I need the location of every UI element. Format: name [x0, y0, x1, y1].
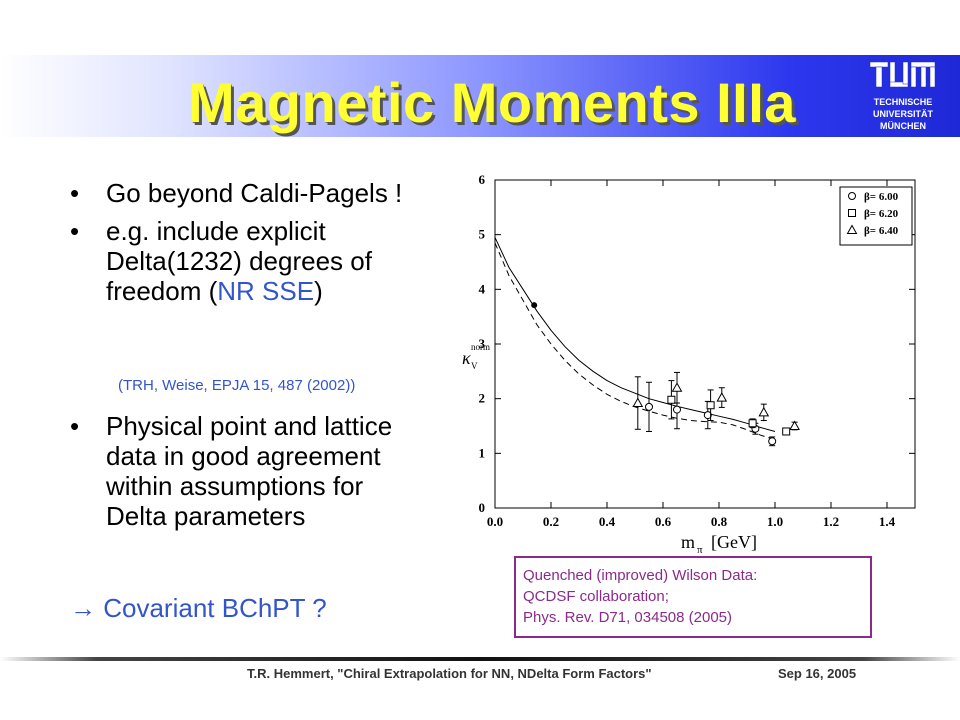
- bullet-2-close: ): [314, 276, 323, 306]
- x-tick-label: 1.4: [879, 514, 896, 529]
- data-point-triangle: [789, 420, 800, 430]
- bullet-3-wrap: • Physical point and lattice data in goo…: [70, 411, 430, 539]
- data-point-square: [706, 401, 715, 410]
- bullet-1-text: Go beyond Caldi-Pagels !: [106, 178, 403, 208]
- y-tick-label: 4: [479, 281, 486, 296]
- data-source-note: Quenched (improved) Wilson Data: QCDSF c…: [514, 556, 872, 638]
- bullet-1: • Go beyond Caldi-Pagels !: [70, 178, 430, 208]
- legend-label: β= 6.00: [864, 191, 899, 203]
- data-point-square: [667, 395, 676, 404]
- data-point-triangle: [716, 392, 728, 402]
- data-point-circle: [673, 405, 681, 414]
- x-axis-label-sub: π: [697, 544, 703, 556]
- bullet-dot: •: [70, 178, 80, 208]
- y-tick-label: 6: [479, 172, 486, 187]
- data-point-circle: [645, 402, 653, 411]
- curve-solid: [494, 237, 776, 432]
- kappa-plot: 0.0 0.2 0.4 0.6 0.8 1.0 1.2 1.4 0 1 2 3 4 5 6 m π [GeV] κ V…: [462, 172, 916, 556]
- bullet-3-text: Physical point and lattice data in good …: [106, 411, 393, 531]
- legend-marker-square: [848, 209, 856, 217]
- footer-author: T.R. Hemmert, "Chiral Extrapolation for …: [247, 666, 652, 681]
- data-point-triangle: [758, 406, 770, 417]
- conclusion: → Covariant BChPT ?: [70, 593, 327, 623]
- x-tick-label: 0.8: [711, 514, 728, 529]
- x-axis-unit: [GeV]: [711, 532, 757, 552]
- bullet-list: • Go beyond Caldi-Pagels ! • e.g. includ…: [70, 178, 430, 314]
- y-tick-label: 2: [479, 391, 486, 406]
- bullet-dot: •: [70, 216, 80, 246]
- x-tick-label: 0.4: [599, 514, 616, 529]
- note-line-3: Phys. Rev. D71, 034508 (2005): [523, 609, 733, 626]
- y-axis-label: κ: [462, 348, 471, 368]
- x-tick-label: 1.2: [823, 514, 839, 529]
- bullet-2-highlight: NR SSE: [217, 276, 315, 306]
- legend-marker-triangle: [846, 224, 858, 234]
- footer-divider: [0, 657, 960, 661]
- curve-dashed: [494, 242, 776, 441]
- logo-text-2: UNIVERSITÄT: [873, 109, 934, 119]
- y-tick-label: 5: [479, 227, 486, 242]
- title-bar: [0, 55, 960, 137]
- bullet-2-text: e.g. include explicit Delta(1232) degree…: [106, 216, 372, 306]
- legend-label: β= 6.20: [864, 208, 899, 220]
- data-point-square: [748, 419, 757, 428]
- y-axis-label-sup: norm: [471, 342, 490, 352]
- slide-title: Magnetic Moments IIIa: [188, 71, 796, 134]
- x-axis-label: m: [681, 532, 695, 552]
- x-tick-label: 0.2: [543, 514, 559, 529]
- y-tick-label: 1: [479, 445, 486, 460]
- y-tick-label: 0: [479, 500, 486, 515]
- x-tick-label: 0.0: [487, 514, 503, 529]
- footer-date: Sep 16, 2005: [778, 666, 857, 681]
- y-axis-label-sub: V: [471, 361, 478, 371]
- legend-marker-circle: [848, 192, 856, 200]
- data-point-square: [782, 427, 791, 436]
- bullet-2: • e.g. include explicit Delta(1232) degr…: [70, 216, 430, 306]
- legend-label: β= 6.40: [864, 225, 899, 237]
- data-point-triangle: [671, 382, 683, 392]
- data-point-circle: [703, 411, 712, 420]
- note-line-2: QCDSF collaboration;: [523, 588, 669, 605]
- x-tick-label: 0.6: [655, 514, 672, 529]
- data-point-circle: [768, 437, 777, 446]
- bullet-dot: •: [70, 411, 80, 441]
- note-line-1: Quenched (improved) Wilson Data:: [523, 567, 758, 584]
- bullet-3: • Physical point and lattice data in goo…: [70, 411, 430, 531]
- logo-text-1: TECHNISCHE: [874, 97, 933, 107]
- citation: (TRH, Weise, EPJA 15, 487 (2002)): [118, 377, 356, 394]
- tum-logo: TECHNISCHE UNIVERSITÄT MÜNCHEN: [869, 61, 936, 131]
- physical-point: [531, 302, 538, 309]
- x-tick-label: 1.0: [767, 514, 783, 529]
- logo-text-3: MÜNCHEN: [880, 121, 926, 131]
- data-point-triangle: [632, 397, 644, 408]
- y-tick-label: 3: [479, 336, 486, 351]
